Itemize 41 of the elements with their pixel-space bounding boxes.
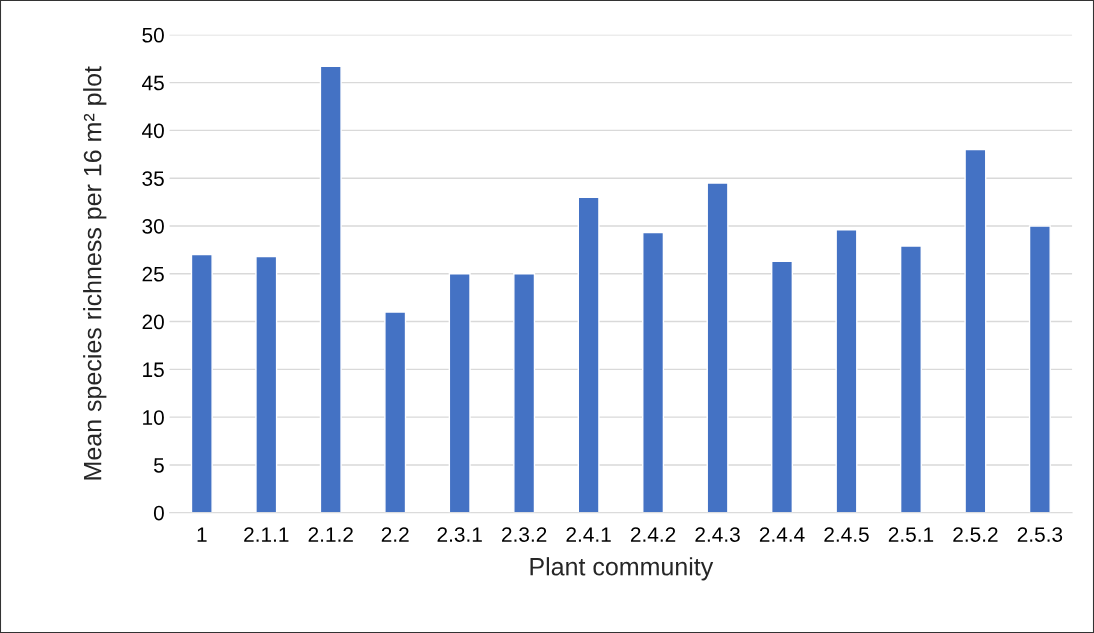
y-tick-label: 25 [142,266,164,282]
y-tick-label: 40 [142,123,164,139]
y-tick-label: 10 [143,410,164,425]
y-tick-label: 15 [143,362,164,378]
x-tick-label: 2.4.5 [824,527,869,542]
x-tick-label: 2.1.1 [244,527,289,542]
x-tick-label: 2.4.4 [759,527,805,542]
bar [964,148,987,513]
bar [319,65,342,513]
bar [448,273,471,513]
y-tick-label: 5 [153,458,164,473]
y-tick-label: 45 [142,75,164,91]
x-tick-label: 2.5.3 [1017,527,1063,542]
x-tick-label: 2.4.2 [630,527,676,542]
bar [642,231,665,513]
y-tick-label: 35 [142,171,164,186]
x-tick-label: 2.4.1 [566,527,611,542]
x-tick-label: 1 [197,527,207,542]
bar [255,255,278,513]
bar [835,229,858,513]
bar [190,253,213,513]
x-tick-label: 2.4.3 [695,527,740,542]
bar [513,273,536,513]
bar [577,196,600,513]
x-axis-title: Plant community [530,557,714,581]
bar [899,245,922,513]
y-tick-label: 0 [153,505,164,521]
bar [1028,225,1051,513]
bar [771,260,794,513]
x-tick-label: 2.5.2 [953,527,998,542]
y-tick-label: 30 [142,218,164,234]
x-tick-label: 2.1.2 [308,527,353,542]
x-tick-label: 2.3.1 [437,527,482,542]
x-tick-label: 2.5.1 [888,527,934,542]
y-tick-label: 50 [142,27,164,43]
y-tick-label: 20 [142,314,164,330]
x-tick-label: 2.2 [381,527,409,542]
bar [384,311,407,513]
y-axis-title: Mean species richness per 16 m² plot [83,66,107,480]
bar [706,182,729,513]
x-tick-label: 2.3.2 [502,527,547,542]
